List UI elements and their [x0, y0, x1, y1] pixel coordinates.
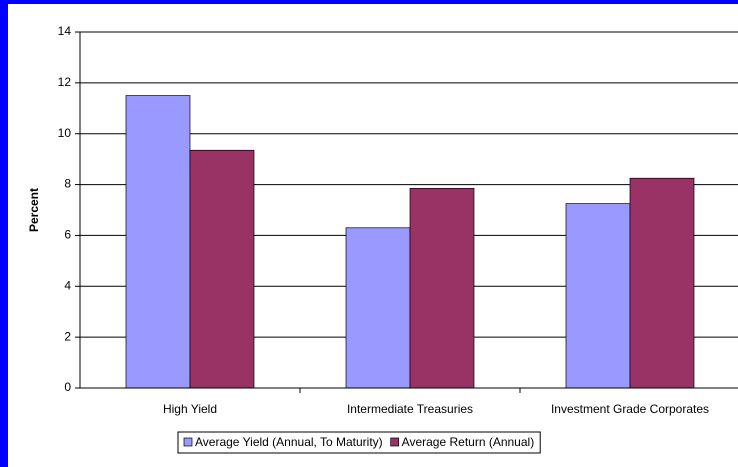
x-tick-label: Investment Grade Corporates — [551, 402, 709, 416]
legend: Average Yield (Annual, To Maturity) Avera… — [177, 431, 541, 454]
legend-box — [177, 431, 541, 454]
x-tick-label: Intermediate Treasuries — [347, 402, 473, 416]
y-tick-label: 6 — [64, 228, 71, 242]
bar — [189, 149, 255, 389]
bar — [629, 177, 695, 389]
legend-swatch — [390, 437, 400, 447]
bar — [345, 227, 411, 389]
chart: Percent 0 2 4 6 8 10 12 14 High Yield Intermediat… — [8, 4, 738, 467]
y-tick-label: 12 — [58, 75, 72, 89]
bar — [409, 188, 475, 389]
bar — [125, 95, 191, 389]
y-axis-label: Percent — [27, 188, 41, 232]
bar — [565, 203, 631, 389]
y-tick-label: 2 — [64, 329, 71, 343]
y-tick-label: 10 — [58, 126, 72, 140]
y-tick-label: 14 — [58, 24, 72, 38]
y-tick-label: 8 — [64, 177, 71, 191]
legend-label: Average Return (Annual) — [402, 435, 535, 449]
y-tick-label: 0 — [64, 380, 71, 394]
legend-swatch — [183, 437, 193, 447]
x-tick-label: High Yield — [163, 402, 217, 416]
y-tick-label: 4 — [64, 278, 71, 292]
legend-label: Average Yield (Annual, To Maturity) — [195, 435, 383, 449]
